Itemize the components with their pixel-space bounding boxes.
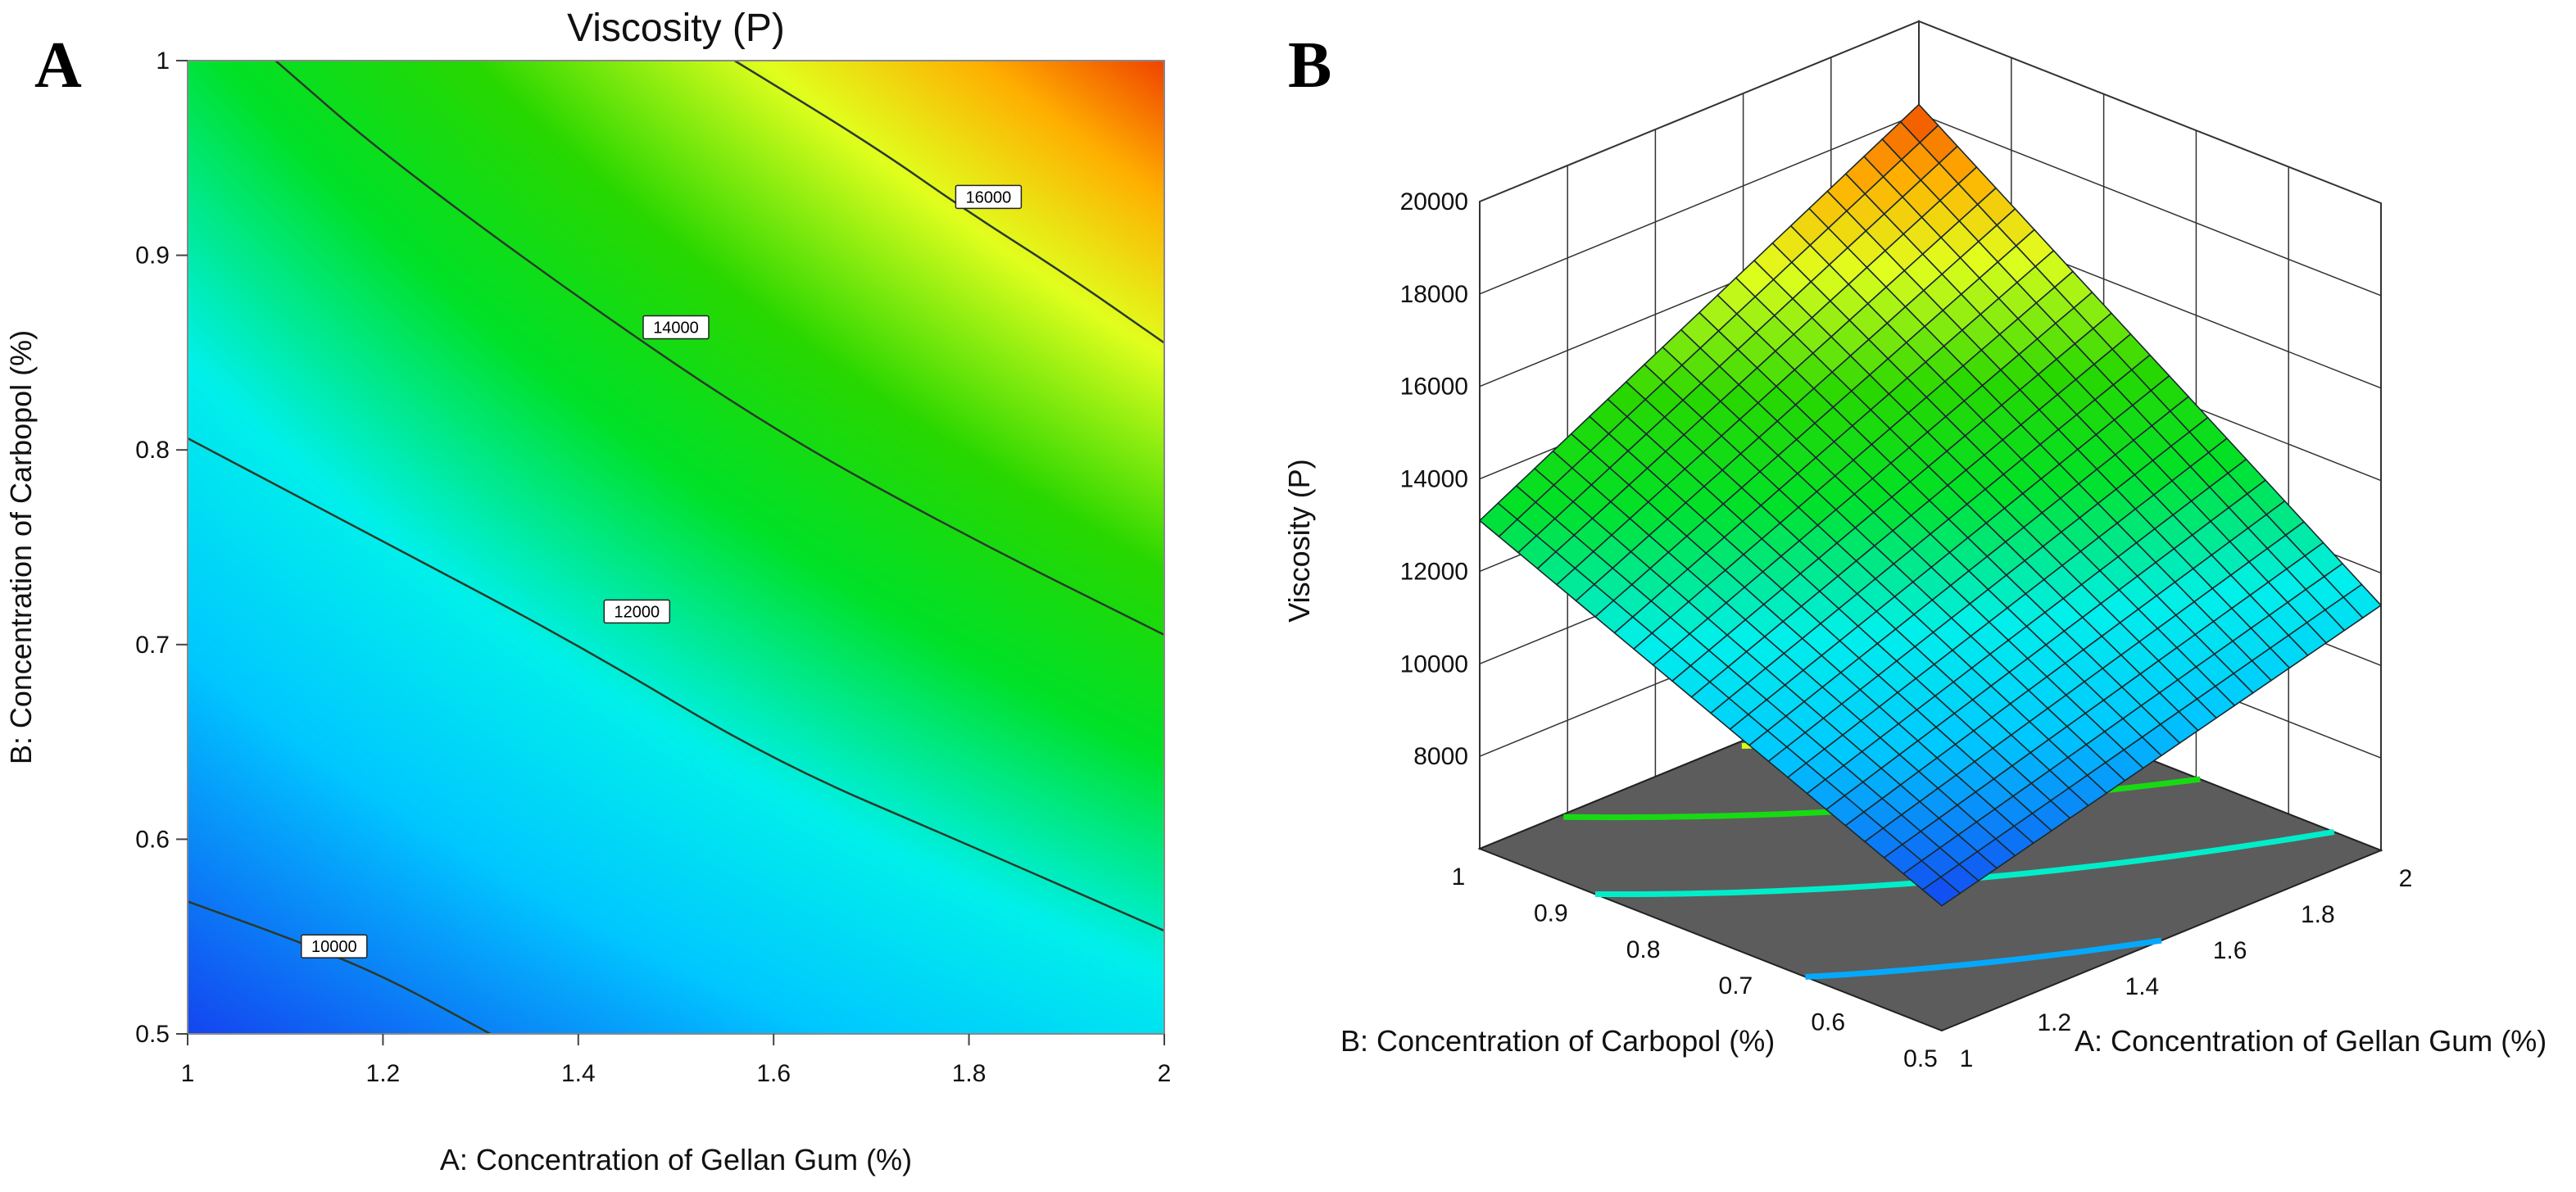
z-tick-label: 14000 (1400, 466, 1468, 493)
chart-a-title: Viscosity (P) (567, 7, 785, 50)
a-tick-label: 1.8 (2301, 901, 2335, 928)
z-tick-label: 18000 (1400, 281, 1468, 308)
x-tick-label: 1.4 (561, 1060, 596, 1087)
x-tick-label: 1 (181, 1060, 195, 1087)
y-tick-label: 0.6 (135, 826, 170, 853)
svg-text:16000: 16000 (966, 188, 1012, 206)
panel-label-b: B (1288, 29, 1331, 102)
a-axis-title: A: Concentration of Gellan Gum (%) (2075, 1024, 2547, 1058)
y-axis-title: B: Concentration of Carbopol (%) (4, 330, 38, 764)
x-tick-label: 1.2 (366, 1060, 401, 1087)
y-tick-label: 0.9 (135, 242, 170, 270)
plot-frame (187, 60, 1165, 1035)
y-tick-label: 0.8 (135, 437, 170, 464)
contour-plot: A Viscosity (P) 10000 12000 14000 16000 1 1.… (4, 7, 1172, 1176)
surface-cell (1921, 876, 1961, 907)
z-tick-label: 20000 (1400, 188, 1468, 215)
b-tick-label: 0.6 (1811, 1009, 1845, 1036)
x-tick-label: 1.6 (756, 1060, 791, 1087)
a-tick-label: 1.4 (2125, 973, 2160, 1000)
x-axis-title: A: Concentration of Gellan Gum (%) (440, 1143, 912, 1176)
y-tick-label: 0.5 (135, 1021, 170, 1048)
x-tick-label: 2 (1158, 1060, 1172, 1087)
b-axis-title: B: Concentration of Carbopol (%) (1340, 1024, 1775, 1058)
b-tick-label: 0.5 (1903, 1045, 1938, 1072)
b-tick-label: 0.7 (1719, 972, 1753, 999)
x-tick-label: 1.8 (952, 1060, 986, 1087)
b-tick-label: 0.9 (1534, 900, 1568, 927)
z-axis-title: Viscosity (P) (1282, 459, 1316, 622)
z-tick-label: 12000 (1400, 558, 1468, 585)
y-tick-label: 0.7 (135, 632, 170, 659)
contour-line-16000 (733, 61, 1164, 344)
b-tick-label: 0.8 (1626, 936, 1661, 963)
contour-label-14000: 14000 (642, 315, 710, 340)
panel-label-a: A (34, 29, 82, 102)
a-tick-label: 1.6 (2213, 937, 2247, 964)
floor-contour-10000 (1805, 937, 2162, 980)
y-tick-label: 1 (156, 48, 170, 75)
a-tick-label: 1 (1960, 1045, 1974, 1072)
contour-label-10000: 10000 (301, 934, 368, 959)
svg-text:10000: 10000 (311, 938, 357, 956)
b-tick-label: 1 (1452, 863, 1466, 891)
contour-line-14000 (274, 61, 1164, 637)
contour-line-12000 (188, 437, 1164, 932)
floor-contour-12000 (1594, 829, 2335, 898)
svg-text:14000: 14000 (653, 320, 699, 338)
a-tick-label: 2 (2399, 865, 2413, 892)
a-tick-label: 1.2 (2037, 1009, 2071, 1036)
contour-label-12000: 12000 (603, 599, 671, 624)
contour-color-field (188, 61, 1164, 1034)
svg-text:12000: 12000 (615, 603, 660, 621)
z-tick-label: 10000 (1400, 650, 1468, 678)
z-tick-label: 8000 (1413, 743, 1468, 770)
z-tick-label: 16000 (1400, 374, 1468, 401)
contour-label-16000: 16000 (955, 184, 1023, 210)
